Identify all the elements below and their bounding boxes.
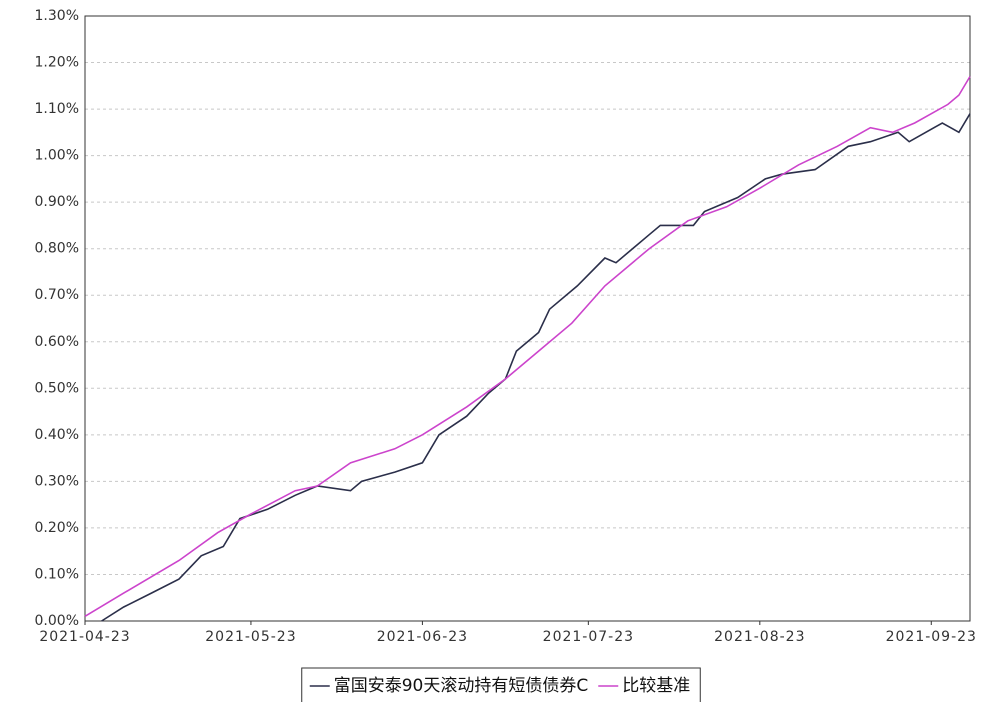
x-tick-label: 2021-06-23 (377, 629, 468, 645)
y-tick-label: 1.00% (35, 148, 79, 164)
y-tick-label: 0.90% (35, 194, 79, 210)
y-tick-label: 0.10% (35, 566, 79, 582)
y-tick-label: 1.30% (35, 8, 79, 24)
plot-border (84, 15, 971, 622)
y-tick-label: 0.00% (35, 613, 79, 629)
y-tick-label: 0.50% (35, 380, 79, 396)
legend-box (301, 667, 701, 702)
x-tick-label: 2021-09-23 (886, 629, 977, 645)
legend-label: 比较基准 (622, 676, 690, 696)
x-tick-label: 2021-08-23 (714, 629, 805, 645)
x-tick-label: 2021-05-23 (205, 629, 296, 645)
y-tick-label: 0.70% (35, 287, 79, 303)
y-tick-label: 0.30% (35, 473, 79, 489)
series-line (84, 76, 971, 617)
x-tick-label: 2021-07-23 (543, 629, 634, 645)
series-line (101, 113, 971, 622)
y-tick-label: 0.60% (35, 334, 79, 350)
y-tick-label: 0.20% (35, 520, 79, 536)
y-tick-label: 0.40% (35, 427, 79, 443)
y-tick-label: 1.20% (35, 55, 79, 71)
y-tick-label: 1.10% (35, 101, 79, 117)
legend-label: 富国安泰90天滚动持有短债债券C (334, 676, 589, 696)
x-tick-label: 2021-04-23 (39, 629, 130, 645)
y-tick-label: 0.80% (35, 241, 79, 257)
